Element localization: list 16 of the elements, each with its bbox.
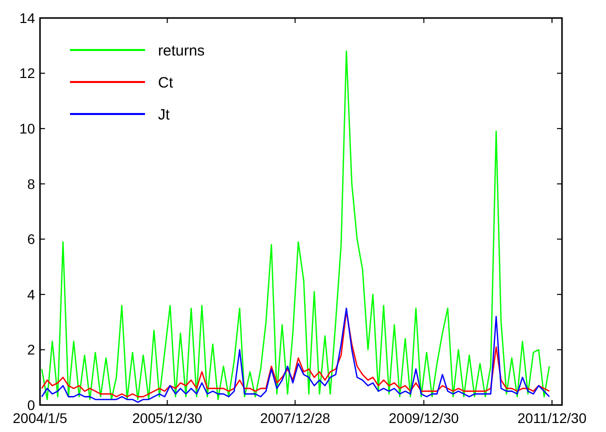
x-tick-label: 2004/1/5 — [12, 410, 68, 426]
y-tick-label: 4 — [27, 286, 36, 302]
x-tick-label: 2011/12/30 — [517, 410, 587, 426]
y-tick-label: 2 — [27, 342, 36, 358]
y-tick-label: 0 — [27, 396, 36, 413]
y-tick-label: 14 — [19, 10, 36, 26]
y-tick-label: 6 — [27, 231, 36, 248]
legend-label: returns — [158, 42, 205, 60]
x-tick-label: 2005/12/30 — [132, 410, 203, 426]
y-tick-label: 12 — [19, 65, 36, 82]
x-tick-label: 2009/12/30 — [388, 410, 460, 426]
y-tick-label: 8 — [27, 176, 36, 192]
legend-label: Ct — [158, 74, 174, 92]
y-tick-label: 10 — [19, 120, 36, 136]
legend-label: Jt — [158, 106, 170, 124]
x-tick-label: 2007/12/28 — [260, 410, 330, 426]
